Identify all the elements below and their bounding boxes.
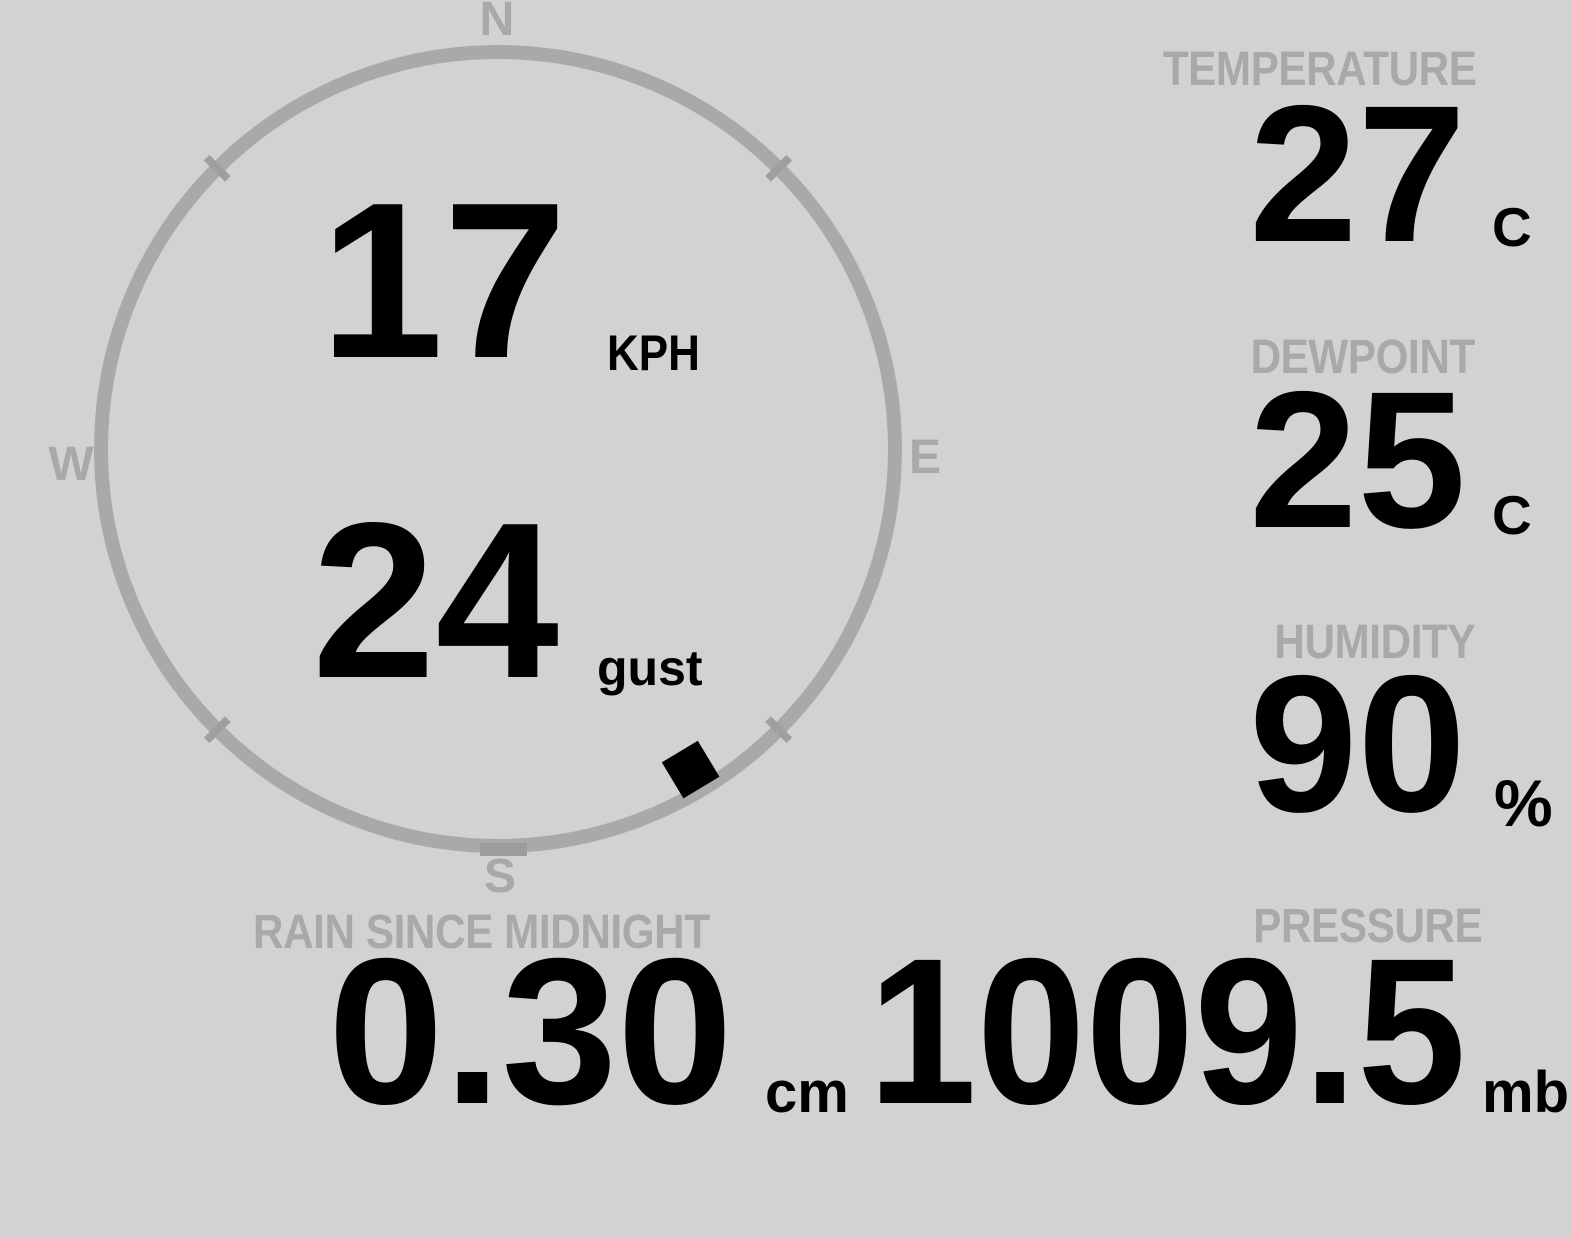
wind-direction-marker <box>661 740 720 799</box>
pressure-label: PRESSURE <box>1252 900 1482 953</box>
compass-label-e: E <box>908 431 941 484</box>
compass-tick-s <box>480 843 527 856</box>
pressure-unit: mb <box>1482 1060 1569 1125</box>
temperature-value: 27 <box>1249 65 1466 283</box>
dewpoint-label: DEWPOINT <box>1250 331 1476 384</box>
compass-label-s: S <box>483 850 516 903</box>
rain-label: RAIN SINCE MIDNIGHT <box>253 906 710 959</box>
compass-label-n: N <box>479 0 515 46</box>
humidity-unit: % <box>1494 766 1553 840</box>
dewpoint-value: 25 <box>1249 351 1466 569</box>
compass-tick-nw <box>203 154 231 182</box>
temperature-label: TEMPERATURE <box>1163 43 1477 96</box>
rain-value: 0.30 <box>328 916 733 1148</box>
dewpoint-unit: C <box>1492 484 1532 546</box>
rain-unit: cm <box>765 1060 849 1125</box>
temperature-unit: C <box>1492 196 1532 258</box>
wind-gust-label: gust <box>597 640 703 696</box>
compass-tick-sw <box>203 716 231 744</box>
humidity-value: 90 <box>1249 635 1466 853</box>
compass-tick-ne <box>765 154 793 182</box>
humidity-label: HUMIDITY <box>1274 616 1475 669</box>
pressure-value: 1009.5 <box>868 916 1467 1148</box>
compass-label-w: W <box>48 438 94 491</box>
wind-gust-value: 24 <box>312 477 559 725</box>
compass-tick-se <box>765 716 793 744</box>
wind-speed-unit: KPH <box>607 325 700 381</box>
wind-speed-value: 17 <box>320 157 567 405</box>
